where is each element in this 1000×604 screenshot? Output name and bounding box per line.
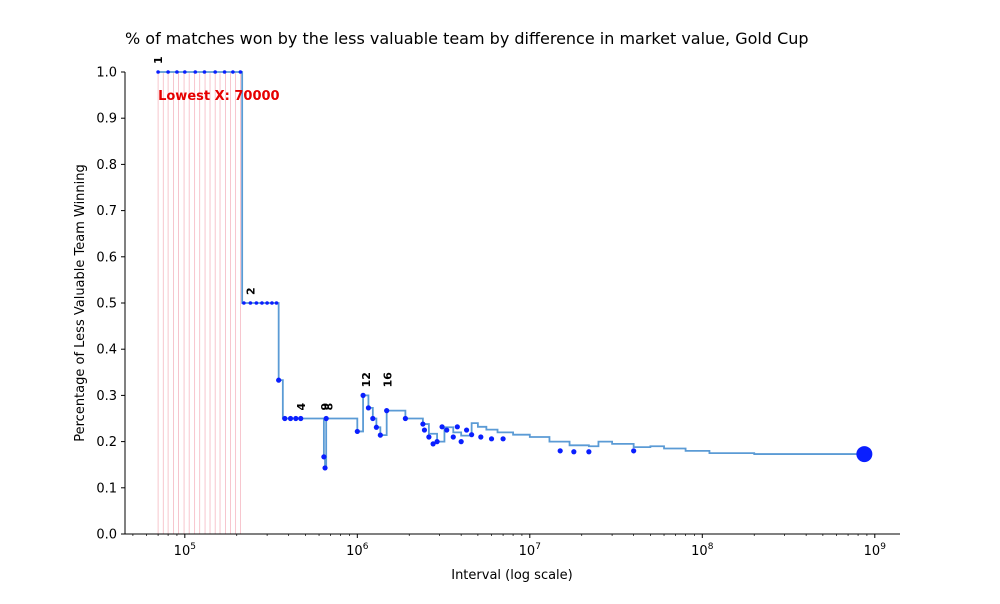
- y-tick-label: 0.9: [96, 112, 117, 127]
- count-label: 16: [382, 372, 395, 388]
- data-point: [488, 436, 495, 442]
- data-point: [454, 424, 460, 430]
- x-ticks: 105 106 107 108 109: [132, 534, 887, 559]
- y-tick-label: 0.3: [96, 389, 117, 404]
- data-point: [430, 441, 436, 447]
- x-tick-label: 106: [346, 542, 369, 559]
- y-tick-label: 0.2: [96, 435, 117, 450]
- x-tick-label: 105: [174, 542, 196, 559]
- data-point: [231, 70, 235, 74]
- count-label: 9: [319, 403, 332, 411]
- data-point: [370, 415, 376, 422]
- data-point: [450, 434, 456, 440]
- y-tick-label: 0.8: [96, 158, 117, 173]
- data-point: [274, 301, 279, 305]
- data-point: [293, 415, 299, 422]
- lowest-x-annotation: Lowest X: 70000: [158, 89, 280, 104]
- data-point: [458, 439, 464, 445]
- data-point: [856, 446, 873, 463]
- data-point: [463, 427, 470, 433]
- data-point: [156, 70, 160, 74]
- data-point: [166, 70, 170, 74]
- data-point: [321, 454, 327, 460]
- y-tick-label: 0.5: [96, 297, 117, 312]
- data-point: [270, 301, 274, 305]
- data-point: [586, 449, 592, 455]
- data-point: [426, 434, 432, 440]
- data-point: [276, 377, 282, 383]
- chart-title: % of matches won by the less valuable te…: [125, 29, 809, 48]
- data-point: [434, 439, 440, 445]
- data-point: [360, 392, 366, 398]
- count-label: 2: [244, 287, 257, 295]
- y-tick-label: 0.4: [96, 343, 117, 358]
- data-point: [287, 415, 294, 422]
- y-axis-label: Percentage of Less Valuable Team Winning: [73, 164, 88, 442]
- data-point: [500, 436, 506, 442]
- y-ticks: 0.0 0.1 0.2 0.3 0.4 0.5 0.6 0.7 0.8 0.9 1.0: [96, 66, 125, 543]
- y-tick-label: 0.7: [96, 204, 117, 219]
- data-point: [265, 301, 269, 305]
- data-point: [354, 428, 360, 435]
- count-label: 1: [152, 56, 165, 64]
- x-tick-label: 108: [691, 542, 714, 559]
- data-markers: [156, 70, 873, 471]
- count-label: 4: [295, 403, 308, 411]
- y-tick-label: 0.0: [96, 528, 117, 543]
- data-point: [421, 427, 428, 433]
- y-tick-label: 0.1: [96, 481, 117, 496]
- data-point: [175, 70, 179, 74]
- data-point: [298, 415, 304, 422]
- data-point: [202, 70, 207, 74]
- series-line-group: [158, 71, 865, 469]
- y-tick-label: 1.0: [96, 66, 117, 81]
- data-point: [365, 405, 372, 411]
- data-point: [248, 301, 253, 305]
- data-point: [571, 449, 577, 455]
- count-label: 8: [322, 403, 335, 411]
- data-point: [322, 465, 328, 471]
- x-tick-label: 107: [519, 542, 541, 559]
- data-point: [478, 434, 484, 440]
- data-point: [373, 424, 379, 430]
- data-point: [323, 415, 329, 422]
- x-tick-label: 109: [864, 542, 887, 559]
- axes: [124, 72, 900, 535]
- data-point: [631, 448, 637, 454]
- pink-guide-rules: [157, 72, 241, 534]
- data-point: [213, 70, 217, 74]
- data-point: [420, 421, 426, 427]
- data-point: [402, 415, 408, 422]
- series-line: [158, 71, 865, 469]
- data-point: [193, 70, 198, 74]
- data-point: [282, 415, 288, 422]
- data-point: [242, 301, 246, 305]
- data-point: [444, 427, 450, 433]
- data-point: [384, 408, 390, 414]
- data-point: [377, 432, 383, 438]
- data-point: [222, 70, 227, 74]
- data-point: [439, 424, 445, 430]
- count-label: 12: [360, 372, 373, 387]
- data-point: [469, 432, 475, 438]
- x-axis-label: Interval (log scale): [451, 568, 573, 583]
- data-point: [254, 301, 259, 305]
- data-point: [260, 301, 264, 305]
- data-point: [183, 70, 187, 74]
- data-point: [238, 70, 243, 74]
- y-tick-label: 0.6: [96, 250, 117, 265]
- data-point: [557, 448, 563, 454]
